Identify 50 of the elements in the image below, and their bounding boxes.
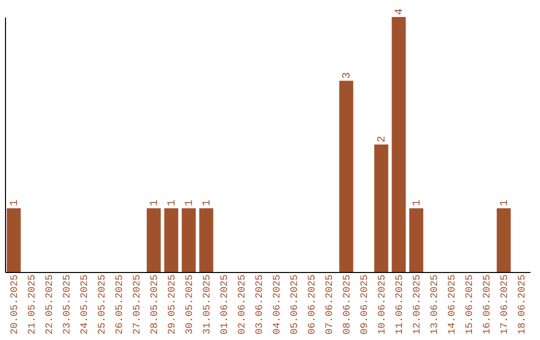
- x-tick-label: 20.05.2025: [10, 274, 21, 335]
- data-label: 1: [498, 199, 511, 206]
- x-tick-label: 26.05.2025: [114, 274, 126, 335]
- x-tick-label: 10.06.2025: [377, 274, 388, 335]
- x-tick-label: 27.05.2025: [132, 274, 144, 335]
- x-tick-label: 18.06.2025: [517, 274, 528, 335]
- x-tick-label: 06.06.2025: [307, 274, 318, 335]
- bar: [6, 208, 21, 272]
- x-tick-label: 03.06.2025: [254, 274, 266, 335]
- x-tick-label: 02.06.2025: [237, 274, 248, 335]
- x-tick-label: 16.06.2025: [482, 274, 494, 335]
- data-label: 2: [376, 136, 388, 142]
- bar: [392, 17, 406, 272]
- data-label: 1: [166, 199, 178, 206]
- x-tick-label: 04.06.2025: [272, 274, 284, 335]
- x-tick-label: 13.06.2025: [430, 274, 441, 335]
- x-tick-label: 15.06.2025: [464, 274, 476, 335]
- x-tick-label: 12.06.2025: [412, 274, 424, 335]
- x-tick-label: 05.06.2025: [290, 274, 301, 335]
- x-tick-label: 29.05.2025: [167, 274, 178, 335]
- data-label: 1: [184, 199, 196, 206]
- x-tick-label: 28.05.2025: [150, 274, 161, 335]
- data-label: 1: [411, 199, 424, 206]
- x-tick-label: 21.05.2025: [27, 274, 38, 335]
- bar: [409, 208, 424, 272]
- bar: [199, 208, 214, 272]
- bar: [164, 208, 178, 272]
- x-tick-label: 01.06.2025: [220, 274, 231, 335]
- x-tick-label: 11.06.2025: [394, 274, 406, 335]
- x-tick-label: 07.06.2025: [324, 274, 336, 335]
- x-tick-label: 22.05.2025: [44, 274, 56, 335]
- x-tick-label: 08.06.2025: [342, 274, 354, 335]
- x-tick-label: 31.05.2025: [202, 274, 214, 335]
- data-label: 4: [394, 8, 406, 15]
- bar: [496, 208, 511, 272]
- x-tick-label: 23.05.2025: [62, 274, 74, 335]
- bar: [146, 208, 161, 272]
- x-tick-label: 09.06.2025: [360, 274, 371, 335]
- x-tick-label: 25.05.2025: [97, 274, 108, 335]
- data-label: 1: [201, 199, 214, 206]
- x-tick-label: 30.05.2025: [184, 274, 196, 335]
- bar: [182, 208, 196, 272]
- x-tick-label: 24.05.2025: [80, 274, 91, 335]
- x-tick-label: 17.06.2025: [500, 274, 511, 335]
- x-tick-label: 14.06.2025: [447, 274, 458, 335]
- bar: [374, 144, 388, 272]
- bar: [339, 80, 354, 272]
- data-label: 3: [341, 72, 354, 79]
- data-label: 1: [148, 199, 161, 206]
- data-label: 1: [8, 199, 21, 206]
